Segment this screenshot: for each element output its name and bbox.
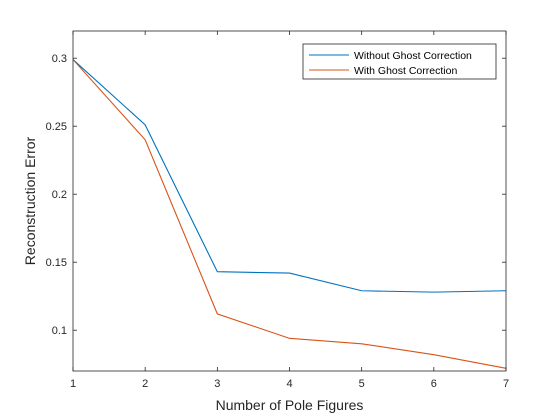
x-tick-label-1: 1 [70, 378, 76, 390]
x-tick-label-4: 4 [286, 378, 292, 390]
series-layer [72, 59, 507, 369]
legend-label-without-ghost-correction: Without Ghost Correction [354, 50, 472, 62]
legend: Without Ghost Correction With Ghost Corr… [302, 43, 497, 80]
y-tick-label-0-3: 0.3 [52, 53, 67, 65]
ticks-layer: 1 2 3 4 5 6 7 0.1 0.15 0.2 0.25 0.3 [46, 31, 509, 390]
plot-area [73, 31, 506, 371]
legend-box [302, 43, 497, 80]
x-tick-label-2: 2 [142, 378, 148, 390]
y-tick-label-0-2: 0.2 [52, 189, 67, 201]
legend-label-with-ghost-correction: With Ghost Correction [354, 65, 457, 77]
y-tick-label-0-1: 0.1 [52, 325, 67, 337]
x-axis-label: Number of Pole Figures [216, 397, 364, 413]
y-axis-label: Reconstruction Error [22, 136, 38, 265]
x-tick-label-6: 6 [431, 378, 437, 390]
x-tick-label-5: 5 [359, 378, 365, 390]
y-tick-label-0-15: 0.15 [46, 257, 67, 269]
x-tick-label-7: 7 [503, 378, 509, 390]
x-tick-label-3: 3 [214, 378, 220, 390]
y-tick-label-0-25: 0.25 [46, 121, 67, 133]
